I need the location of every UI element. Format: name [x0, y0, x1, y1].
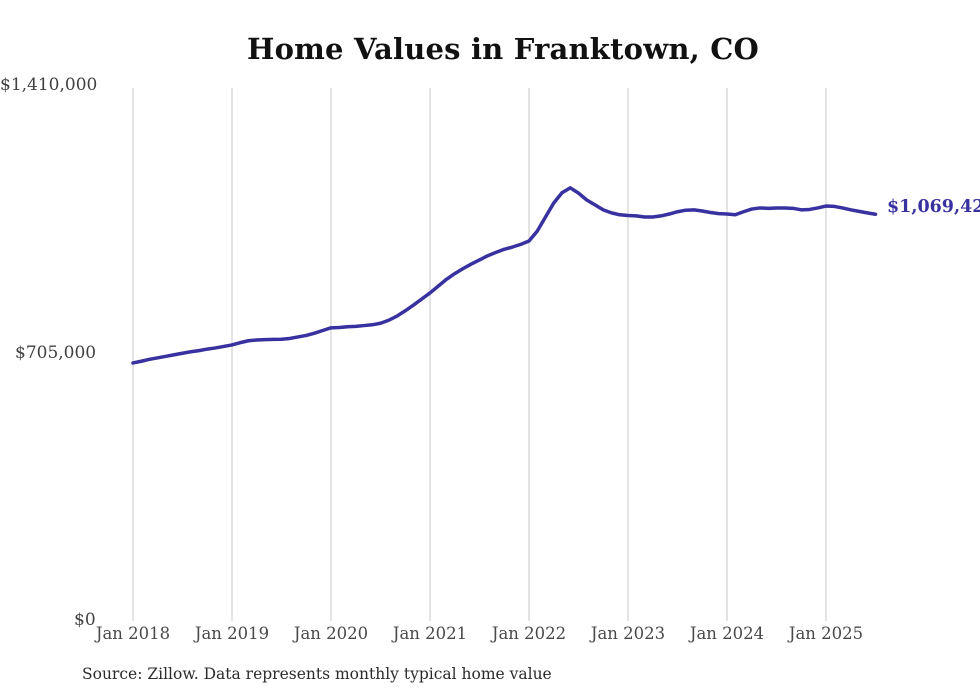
x-tick-label: Jan 2023	[590, 624, 666, 643]
chart-title: Home Values in Franktown, CO	[246, 32, 760, 66]
x-tick-label: Jan 2020	[293, 624, 369, 643]
end-value-label: $1,069,427	[887, 197, 980, 217]
value-line	[131, 186, 878, 365]
x-tick-label: Jan 2025	[788, 624, 864, 643]
x-tick-label: Jan 2021	[392, 624, 468, 643]
x-tick-label: Jan 2018	[95, 624, 171, 643]
y-tick-label: $705,000	[15, 342, 97, 363]
y-tick-label: $1,410,000	[0, 75, 98, 95]
y-tick-label: $0	[74, 610, 96, 630]
x-tick-label: Jan 2024	[689, 624, 765, 643]
x-tick-label: Jan 2022	[491, 624, 567, 643]
x-tick-label: Jan 2019	[194, 624, 270, 643]
source-note: Source: Zillow. Data represents monthly …	[82, 665, 552, 683]
